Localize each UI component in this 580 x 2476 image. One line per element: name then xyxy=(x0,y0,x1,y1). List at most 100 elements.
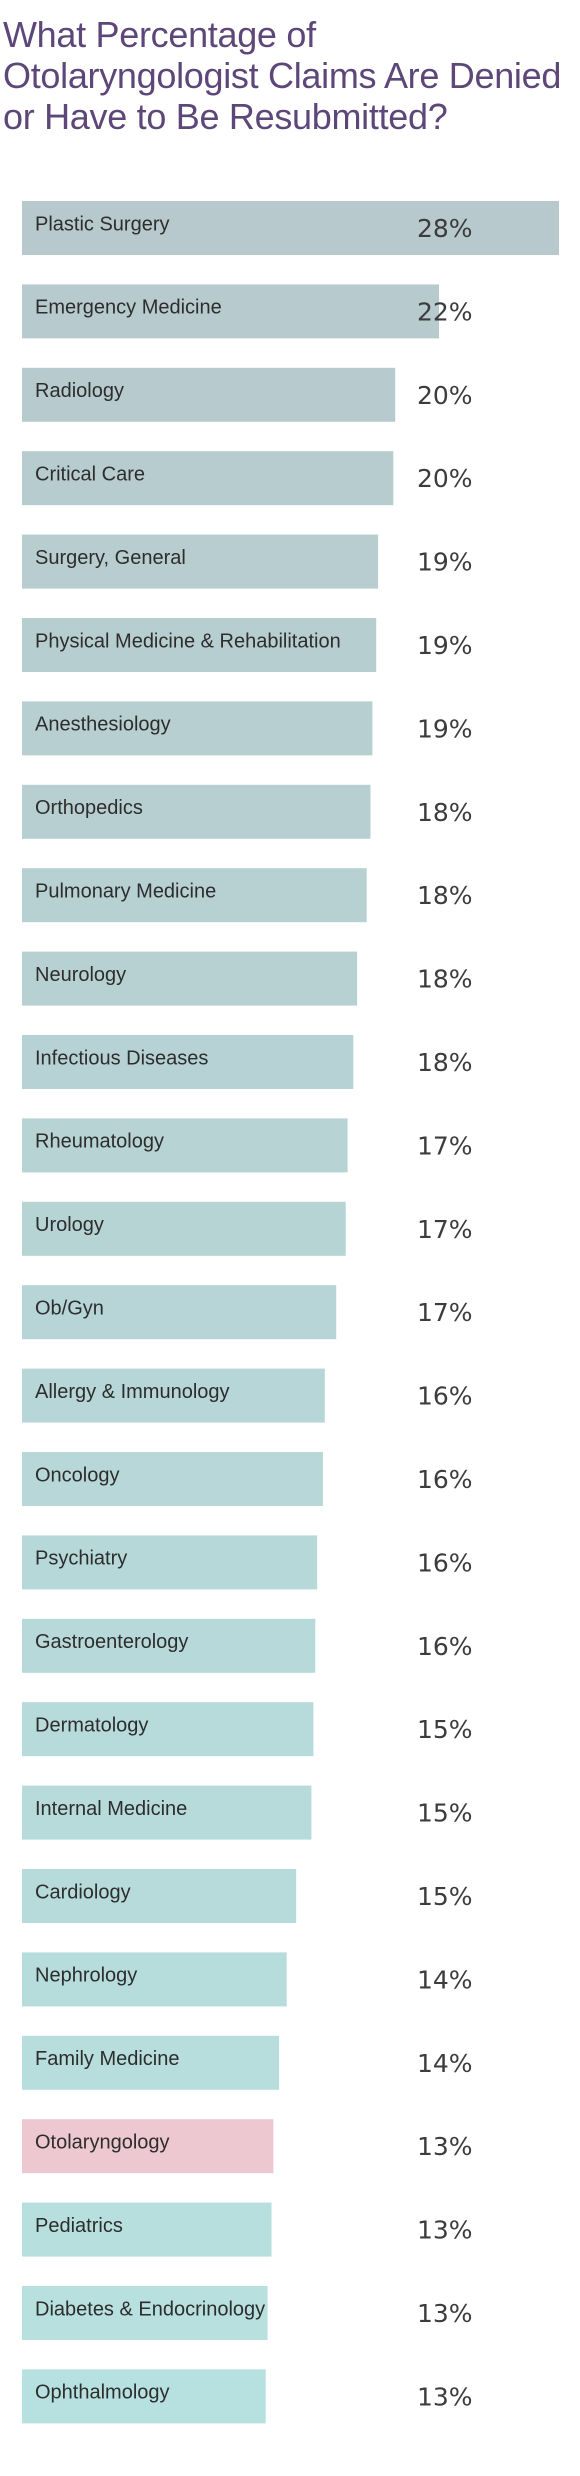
category-label: Infectious Diseases xyxy=(35,1047,208,1069)
bar-rheumatology xyxy=(22,1118,348,1173)
bar-row-family-medicine: Family Medicine 14% xyxy=(22,2035,473,2090)
value-label: 19% xyxy=(417,631,473,660)
bar-row-plastic-surgery: Plastic Surgery 28% xyxy=(22,201,559,255)
category-label: Pulmonary Medicine xyxy=(35,880,216,902)
value-label: 13% xyxy=(417,2132,473,2161)
bar-internal-medicine xyxy=(22,1785,312,1840)
value-label: 19% xyxy=(417,714,473,743)
category-label: Otolaryngology xyxy=(35,2131,170,2153)
bar-row-urology: Urology 17% xyxy=(22,1201,473,1256)
category-label: Ophthalmology xyxy=(35,2382,170,2404)
bar-diabetes-and-endocrinology xyxy=(22,2286,268,2340)
bar-row-radiology: Radiology 20% xyxy=(22,367,473,422)
bar-family-medicine xyxy=(22,2035,280,2090)
bar-row-diabetes-and-endocrinology: Diabetes & Endocrinology 13% xyxy=(22,2286,473,2340)
category-label: Nephrology xyxy=(35,1965,137,1987)
value-label: 15% xyxy=(417,1715,473,1744)
bar-row-orthopedics: Orthopedics 18% xyxy=(22,784,473,839)
bar-row-emergency-medicine: Emergency Medicine 22% xyxy=(22,284,473,339)
bar-row-cardiology: Cardiology 15% xyxy=(22,1869,473,1923)
value-label: 16% xyxy=(417,1632,473,1661)
bar-row-rheumatology: Rheumatology 17% xyxy=(22,1118,473,1173)
value-label: 15% xyxy=(417,1882,473,1911)
bar-surgery-general xyxy=(22,534,379,589)
value-label: 14% xyxy=(417,2049,473,2078)
value-label: 18% xyxy=(417,881,473,910)
value-label: 17% xyxy=(417,1215,473,1244)
category-label: Diabetes & Endocrinology xyxy=(35,2298,265,2320)
category-label: Rheumatology xyxy=(35,1131,164,1153)
value-label: 16% xyxy=(417,1548,473,1577)
bar-gastroenterology xyxy=(22,1618,316,1673)
bar-plastic-surgery xyxy=(22,201,559,255)
bar-row-allergy-and-immunology: Allergy & Immunology 16% xyxy=(22,1368,473,1423)
value-label: 20% xyxy=(417,381,473,410)
category-label: Family Medicine xyxy=(35,2048,179,2070)
value-label: 18% xyxy=(417,798,473,827)
value-label: 22% xyxy=(417,297,473,326)
category-label: Surgery, General xyxy=(35,547,186,569)
bar-row-nephrology: Nephrology 14% xyxy=(22,1952,473,2007)
category-label: Orthopedics xyxy=(35,797,143,819)
value-label: 13% xyxy=(417,2216,473,2245)
bar-row-physical-medicine-and-rehabilitation: Physical Medicine & Rehabilitation 19% xyxy=(22,618,473,672)
bar-row-ophthalmology: Ophthalmology 13% xyxy=(22,2369,473,2424)
bar-row-otolaryngology: Otolaryngology 13% xyxy=(22,2119,473,2174)
value-label: 16% xyxy=(417,1382,473,1411)
bar-row-internal-medicine: Internal Medicine 15% xyxy=(22,1785,473,1840)
bar-row-critical-care: Critical Care 20% xyxy=(22,451,473,506)
category-label: Urology xyxy=(35,1214,104,1236)
value-label: 19% xyxy=(417,548,473,577)
bar-cardiology xyxy=(22,1869,297,1923)
bar-ophthalmology xyxy=(22,2369,266,2424)
bar-row-neurology: Neurology 18% xyxy=(22,951,473,1006)
category-label: Emergency Medicine xyxy=(35,297,222,319)
bar-row-pediatrics: Pediatrics 13% xyxy=(22,2202,473,2257)
bar-dermatology xyxy=(22,1702,314,1757)
value-label: 15% xyxy=(417,1799,473,1828)
bar-critical-care xyxy=(22,451,394,506)
bar-ob-gyn xyxy=(22,1285,337,1340)
bar-otolaryngology xyxy=(22,2119,274,2174)
value-label: 20% xyxy=(417,464,473,493)
category-label: Psychiatry xyxy=(35,1548,127,1570)
category-label: Plastic Surgery xyxy=(35,213,170,235)
value-label: 13% xyxy=(417,2299,473,2328)
bar-psychiatry xyxy=(22,1535,318,1590)
bar-row-oncology: Oncology 16% xyxy=(22,1452,473,1506)
bar-oncology xyxy=(22,1452,323,1506)
bar-anesthesiology xyxy=(22,701,373,756)
value-label: 18% xyxy=(417,1048,473,1077)
bar-orthopedics xyxy=(22,784,371,839)
value-label: 28% xyxy=(417,214,473,243)
bar-urology xyxy=(22,1201,346,1256)
bar-pediatrics xyxy=(22,2202,272,2257)
bar-row-infectious-diseases: Infectious Diseases 18% xyxy=(22,1035,473,1089)
bar-pulmonary-medicine xyxy=(22,868,367,923)
bar-row-pulmonary-medicine: Pulmonary Medicine 18% xyxy=(22,868,473,923)
bar-row-ob-gyn: Ob/Gyn 17% xyxy=(22,1285,473,1340)
bar-allergy-and-immunology xyxy=(22,1368,325,1423)
category-label: Pediatrics xyxy=(35,2215,123,2237)
value-label: 13% xyxy=(417,2382,473,2411)
bar-physical-medicine-and-rehabilitation xyxy=(22,618,377,672)
chart-title: What Percentage of Otolaryngologist Clai… xyxy=(3,14,562,137)
value-label: 14% xyxy=(417,1965,473,1994)
category-label: Ob/Gyn xyxy=(35,1297,104,1319)
bar-emergency-medicine xyxy=(22,284,439,339)
bar-infectious-diseases xyxy=(22,1035,354,1089)
bar-row-anesthesiology: Anesthesiology 19% xyxy=(22,701,473,756)
value-label: 17% xyxy=(417,1298,473,1327)
bar-radiology xyxy=(22,367,396,422)
value-label: 18% xyxy=(417,965,473,994)
category-label: Dermatology xyxy=(35,1714,148,1736)
bar-row-gastroenterology: Gastroenterology 16% xyxy=(22,1618,473,1673)
category-label: Anesthesiology xyxy=(35,714,171,736)
bar-row-psychiatry: Psychiatry 16% xyxy=(22,1535,473,1590)
category-label: Cardiology xyxy=(35,1881,131,1903)
value-label: 17% xyxy=(417,1131,473,1160)
category-label: Critical Care xyxy=(35,463,145,485)
category-label: Physical Medicine & Rehabilitation xyxy=(35,630,341,652)
category-label: Oncology xyxy=(35,1464,120,1486)
